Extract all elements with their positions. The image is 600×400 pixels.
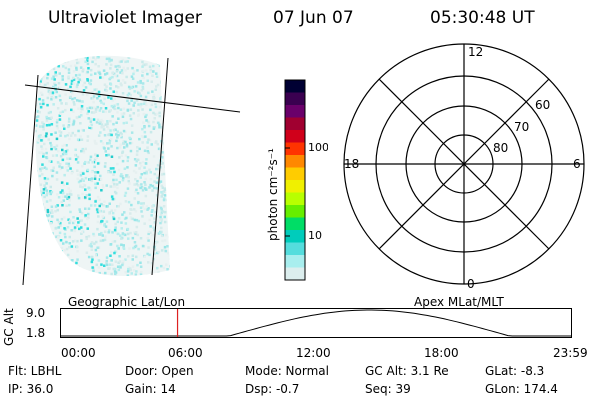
auroral-image <box>22 55 241 286</box>
orbit-axis-label: GC Alt <box>2 308 16 346</box>
colorbar-segment <box>285 130 305 143</box>
colorbar-tick: 10 <box>308 229 322 242</box>
orbit-plot <box>60 308 572 338</box>
mlt-label-0: 0 <box>467 277 475 291</box>
orbit-y-tick: 9.0 <box>26 306 46 320</box>
gc-alt-info: GC Alt: 3.1 Re <box>365 364 449 378</box>
colorbar-segment <box>285 142 305 156</box>
emission-pixels <box>35 55 171 276</box>
colorbar: 100 10 photon cm⁻²s⁻¹ <box>266 79 328 281</box>
colorbar-segment <box>285 105 305 118</box>
orbit-x-tick: 06:00 <box>168 346 203 360</box>
image-date: 07 Jun 07 <box>273 8 354 28</box>
colorbar-segment <box>285 230 305 243</box>
colorbar-segment <box>285 217 305 231</box>
gain-info: Gain: 14 <box>125 382 176 396</box>
polar-plot: 12 18 6 0 60 70 80 <box>343 43 585 291</box>
orbit-x-tick: 23:59 <box>553 346 588 360</box>
mlt-label-12: 12 <box>468 45 483 59</box>
lat-label-80: 80 <box>493 141 508 155</box>
colorbar-segment <box>285 92 305 106</box>
colorbar-segment <box>285 242 305 256</box>
ip-info: IP: 36.0 <box>8 382 54 396</box>
orbit-x-tick: 00:00 <box>61 346 96 360</box>
colorbar-unit-label: photon cm⁻²s⁻¹ <box>266 148 280 241</box>
colorbar-segment <box>285 117 305 131</box>
geographic-grid-line <box>22 74 39 286</box>
mode-info: Mode: Normal <box>245 364 329 378</box>
geographic-label: Geographic Lat/Lon <box>68 295 186 309</box>
colorbar-segment <box>285 255 305 268</box>
lat-label-60: 60 <box>535 98 550 112</box>
orbit-y-tick: 1.8 <box>26 326 46 340</box>
door-info: Door: Open <box>125 364 194 378</box>
geographic-grid-line <box>151 57 169 276</box>
colorbar-segment <box>285 167 305 181</box>
apex-label: Apex MLat/MLT <box>414 295 504 309</box>
colorbar-segment <box>285 205 305 218</box>
colorbar-segment <box>285 180 305 193</box>
image-time: 05:30:48 UT <box>430 8 535 28</box>
glat-info: GLat: -8.3 <box>485 364 545 378</box>
orbit-altitude-curve <box>60 309 572 337</box>
colorbar-segment <box>285 192 305 206</box>
dsp-info: Dsp: -0.7 <box>245 382 300 396</box>
colorbar-tick: 100 <box>308 141 328 154</box>
colorbar-segment <box>285 267 305 281</box>
colorbar-segment <box>285 155 305 168</box>
colorbar-segment <box>285 80 305 93</box>
image-title: Ultraviolet Imager <box>48 8 202 28</box>
mlt-label-18: 18 <box>344 157 359 171</box>
orbit-x-tick: 18:00 <box>424 346 459 360</box>
seq-info: Seq: 39 <box>365 382 411 396</box>
mlt-label-6: 6 <box>573 157 581 171</box>
geographic-grid-line <box>24 84 241 113</box>
filter-info: Flt: LBHL <box>8 364 62 378</box>
lat-label-70: 70 <box>514 120 529 134</box>
glon-info: GLon: 174.4 <box>485 382 558 396</box>
orbit-x-tick: 12:00 <box>296 346 331 360</box>
